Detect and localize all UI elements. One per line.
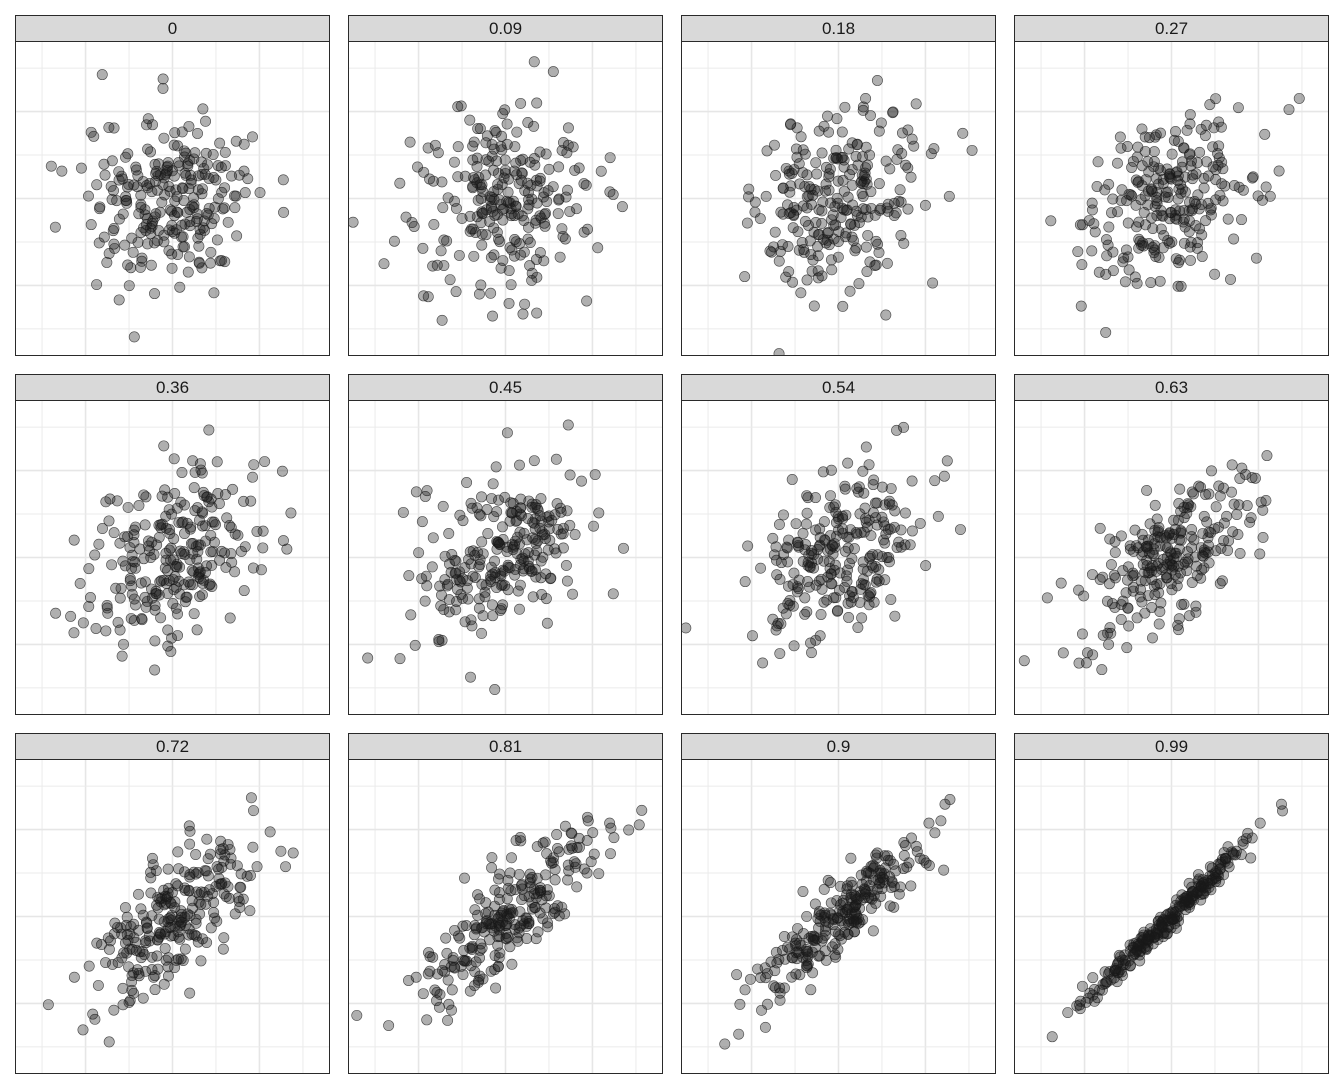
points-layer [16,42,329,355]
panel-header: 0.09 [348,15,663,42]
facet-panel: 0.36 [15,374,330,715]
scatter-plot [681,760,996,1074]
points-layer [682,401,995,714]
facet-panel: 0.09 [348,15,663,356]
points-layer [349,401,662,714]
scatter-plot [1014,42,1329,356]
facet-panel: 0.72 [15,733,330,1074]
scatter-plot [681,42,996,356]
scatter-plot [1014,401,1329,715]
panel-header: 0.36 [15,374,330,401]
panel-header: 0.54 [681,374,996,401]
panel-header: 0.18 [681,15,996,42]
points-layer [1015,401,1328,714]
scatter-plot [348,42,663,356]
scatter-plot [15,42,330,356]
facet-grid: 00.090.180.270.360.450.540.630.720.810.9… [15,15,1329,753]
facet-panel: 0.45 [348,374,663,715]
points-layer [349,760,662,1073]
facet-panel: 0.27 [1014,15,1329,356]
facet-panel: 0 [15,15,330,356]
scatter-plot [15,401,330,715]
scatter-plot [348,401,663,715]
panel-header: 0.45 [348,374,663,401]
points-layer [16,401,329,714]
points-layer [682,42,995,355]
points-layer [16,760,329,1073]
points-layer [349,42,662,355]
panel-header: 0 [15,15,330,42]
panel-header: 0.9 [681,733,996,760]
panel-header: 0.99 [1014,733,1329,760]
scatter-plot [681,401,996,715]
facet-panel: 0.18 [681,15,996,356]
points-layer [1015,760,1328,1073]
facet-panel: 0.9 [681,733,996,1074]
facet-panel: 0.81 [348,733,663,1074]
panel-header: 0.63 [1014,374,1329,401]
facet-panel: 0.99 [1014,733,1329,1074]
panel-header: 0.81 [348,733,663,760]
panel-header: 0.27 [1014,15,1329,42]
scatter-plot [348,760,663,1074]
points-layer [682,760,995,1073]
facet-panel: 0.54 [681,374,996,715]
points-layer [1015,42,1328,355]
scatter-plot [1014,760,1329,1074]
panel-header: 0.72 [15,733,330,760]
facet-panel: 0.63 [1014,374,1329,715]
scatter-plot [15,760,330,1074]
